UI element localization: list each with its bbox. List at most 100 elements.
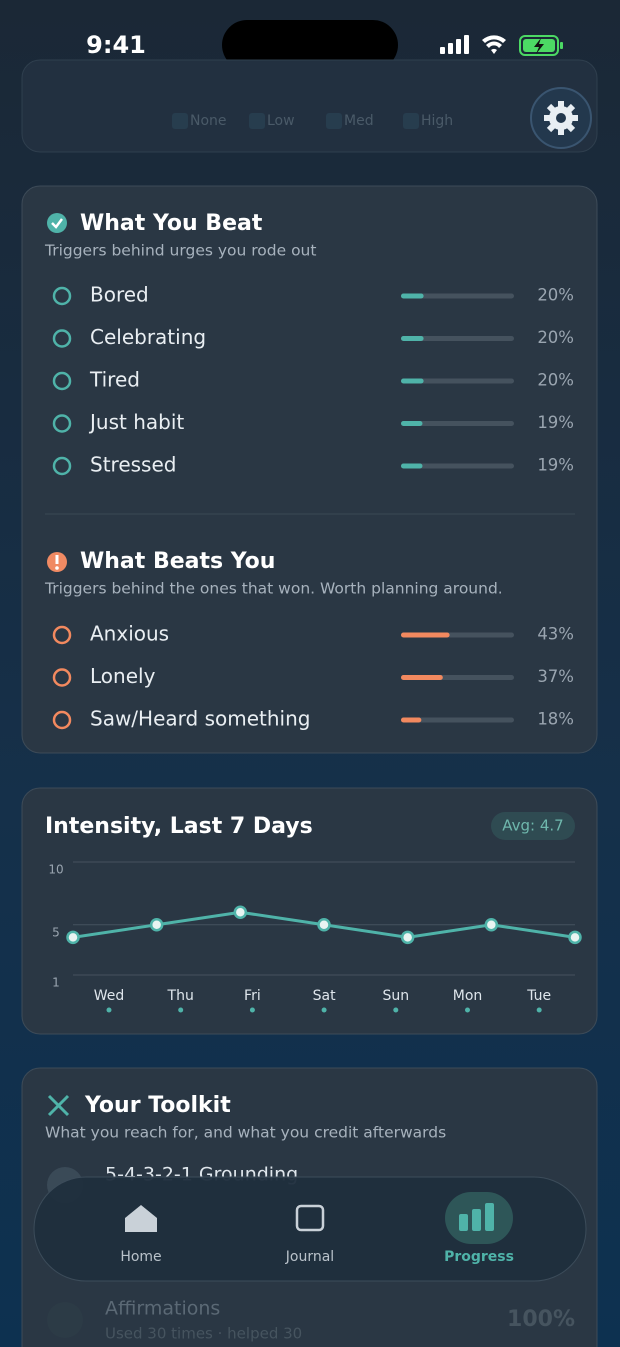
legend-swatch [172, 113, 188, 129]
trigger-percent: 18% [537, 710, 574, 729]
tool-icon [47, 1094, 70, 1117]
settings-icon [544, 101, 578, 135]
trigger-icon [52, 329, 72, 348]
legend-swatch [249, 113, 265, 129]
bar-track [401, 336, 514, 341]
section-subtitle: Triggers behind urges you rode out [44, 242, 316, 260]
card-triggers [21, 185, 598, 754]
journal-icon [295, 1204, 325, 1232]
intensity-point [149, 918, 164, 932]
bar-track [401, 717, 514, 723]
day-dot [321, 1007, 327, 1013]
legend-label: High [421, 113, 453, 129]
x-tick-label: Sat [313, 988, 336, 1004]
x-tick-label: Mon [453, 988, 483, 1004]
trigger-label: Anxious [90, 622, 169, 646]
check-icon [47, 213, 67, 233]
bar-track [401, 293, 514, 299]
trigger-percent: 37% [537, 667, 574, 686]
legend-swatch [326, 113, 342, 129]
trigger-icon [52, 286, 72, 306]
bar [401, 717, 422, 723]
progress-icon [459, 1203, 494, 1231]
bar [401, 632, 450, 638]
trigger-percent: 19% [537, 413, 574, 432]
trigger-percent: 43% [537, 625, 574, 644]
x-tick-label: Tue [526, 988, 551, 1004]
dynamic-island [222, 20, 398, 70]
x-tick-label: Fri [244, 988, 261, 1004]
legend-label: Low [267, 113, 295, 129]
day-dot [536, 1007, 542, 1013]
tab-labels: Home Journal Progress [120, 1249, 514, 1265]
x-tick-label: Thu [167, 988, 194, 1004]
trigger-percent: 20% [537, 286, 574, 305]
bar-track [401, 463, 514, 469]
trigger-icon [52, 625, 72, 645]
tab-label[interactable]: Home [120, 1249, 161, 1265]
x-tick-label: Wed [94, 988, 125, 1004]
y-tick-label: 5 [52, 925, 60, 939]
status-time: 9:41 [86, 31, 146, 59]
x-tick-label: Sun [382, 988, 409, 1004]
trigger-icon [52, 456, 72, 476]
legend-label: None [190, 113, 227, 129]
bar [401, 675, 443, 680]
section-subtitle: Triggers behind the ones that won. Worth… [44, 580, 503, 598]
trigger-label: Stressed [90, 453, 176, 477]
intensity-point [233, 905, 248, 919]
status-icons [440, 35, 563, 56]
legend: None Low Med High [172, 113, 453, 129]
trigger-label: Saw/Heard something [90, 707, 310, 731]
day-dot [249, 1007, 255, 1013]
trigger-icon [52, 710, 72, 730]
tool-percent: 100% [507, 1307, 575, 1332]
trigger-label: Tired [89, 368, 140, 392]
avg-badge [491, 812, 575, 840]
section-title: Your Toolkit [84, 1093, 231, 1118]
intensity-point [400, 930, 415, 945]
day-dot [465, 1007, 470, 1013]
trigger-percent: 19% [537, 456, 574, 475]
avg-label: Avg: 4.7 [502, 817, 563, 835]
alert-mark [55, 555, 59, 564]
card-partial [21, 59, 598, 153]
chart-title: Intensity, Last 7 Days [45, 814, 313, 839]
intensity-point [317, 918, 331, 932]
section-subtitle: What you reach for, and what you credit … [45, 1124, 446, 1142]
bar [401, 378, 424, 384]
bar [401, 463, 423, 469]
day-dot [393, 1007, 399, 1013]
tab-label[interactable]: Journal [285, 1249, 334, 1265]
trigger-label: Bored [90, 283, 149, 307]
section-title: What You Beat [80, 211, 263, 236]
trigger-icon [52, 371, 72, 391]
trigger-label: Just habit [88, 410, 184, 434]
alert-dot [55, 566, 59, 570]
intensity-point [484, 918, 499, 932]
bar-track [401, 421, 514, 426]
trigger-label: Lonely [90, 664, 156, 688]
y-tick-label: 1 [52, 976, 60, 990]
day-dot [106, 1007, 112, 1013]
trigger-label: Celebrating [90, 325, 206, 349]
bar-track [401, 378, 514, 384]
trigger-icon [52, 668, 72, 687]
trigger-icon [52, 414, 72, 433]
legend-swatch [403, 113, 419, 129]
tab-label[interactable]: Progress [444, 1249, 514, 1265]
bar [401, 336, 424, 341]
tool-label: Affirmations [105, 1298, 220, 1320]
day-dot [178, 1007, 184, 1013]
tool-avatar [47, 1302, 83, 1338]
y-tick-label: 10 [48, 863, 63, 877]
tool-detail: Used 30 times · helped 30 [105, 1325, 302, 1343]
home-icon [125, 1205, 157, 1232]
card-intensity [21, 787, 598, 1035]
bar [401, 421, 423, 426]
intensity-point [568, 930, 582, 945]
legend-label: Med [344, 113, 374, 129]
intensity-point [66, 930, 80, 945]
check-mark [51, 218, 63, 229]
